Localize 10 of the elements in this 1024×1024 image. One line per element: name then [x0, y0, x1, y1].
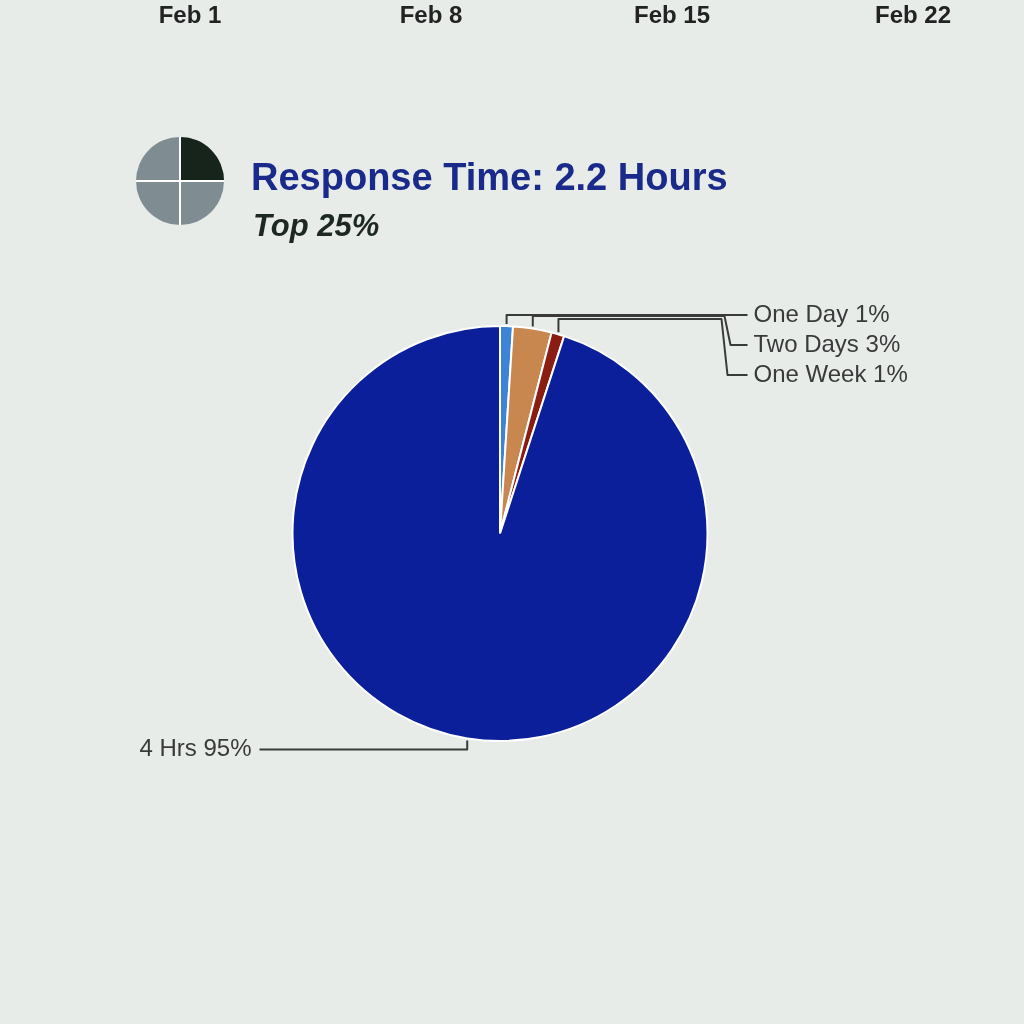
slice-label: One Week 1% [753, 359, 908, 387]
slice-label: Two Days 3% [753, 329, 901, 357]
text: Feb 22 [874, 0, 952, 30]
chart-subtitle: Top 25% [253, 207, 380, 245]
slice-label: 4 Hrs 95% [139, 734, 252, 762]
text: Feb 15 [633, 0, 711, 30]
text: Feb 1 [157, 0, 223, 30]
chart-title: Response Time: 2.2 Hours [251, 155, 728, 200]
text: Feb 8 [398, 0, 464, 30]
slice-label: One Day 1% [753, 299, 890, 327]
